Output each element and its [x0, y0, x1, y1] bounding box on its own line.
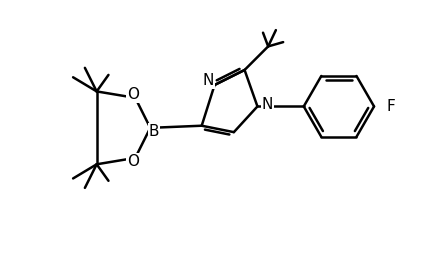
Text: F: F [386, 99, 395, 114]
Text: O: O [127, 154, 139, 169]
Text: O: O [127, 87, 139, 102]
Text: N: N [202, 73, 214, 88]
Text: B: B [149, 124, 159, 139]
Text: N: N [262, 97, 273, 112]
